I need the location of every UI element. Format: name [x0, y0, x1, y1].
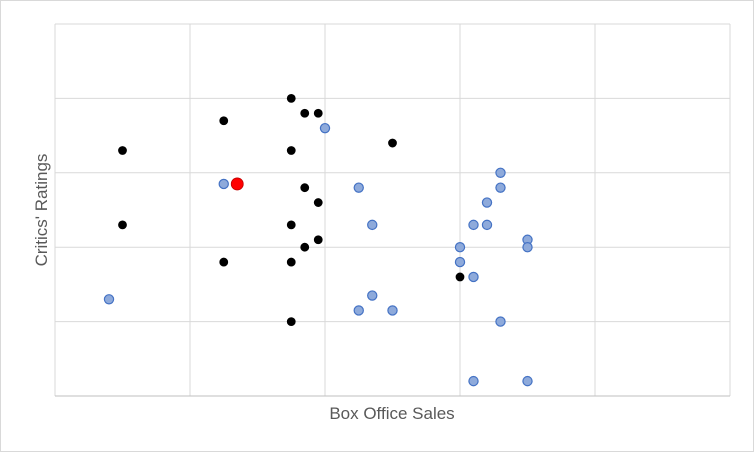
data-point-black: [219, 116, 229, 126]
data-point-blue: [367, 290, 378, 301]
data-points: [103, 94, 533, 387]
data-point-black: [286, 317, 296, 327]
data-point-blue: [481, 197, 493, 208]
data-point-black: [300, 108, 310, 118]
data-point-black: [219, 257, 229, 267]
data-point-blue: [319, 122, 331, 134]
data-point-black: [286, 146, 296, 155]
data-point-blue: [522, 375, 533, 387]
data-point-blue: [468, 219, 479, 231]
data-point-black: [286, 94, 296, 103]
data-point-highlight: [230, 177, 244, 191]
data-point-blue: [495, 182, 506, 193]
y-axis-title: Critics' Ratings: [32, 154, 51, 267]
data-point-blue: [468, 271, 479, 283]
data-point-blue: [468, 375, 479, 387]
data-point-blue: [495, 167, 506, 178]
data-point-black: [286, 220, 296, 230]
data-point-black: [300, 242, 310, 252]
data-point-black: [300, 183, 310, 193]
data-point-blue: [218, 178, 229, 190]
data-point-blue: [481, 219, 493, 231]
data-point-blue: [367, 219, 378, 231]
data-point-blue: [454, 241, 466, 253]
data-point-blue: [495, 316, 506, 327]
data-point-black: [455, 272, 465, 282]
data-point-blue: [353, 182, 364, 193]
data-point-black: [118, 146, 127, 155]
data-point-black: [286, 257, 296, 267]
data-point-black: [118, 220, 127, 230]
data-point-black: [313, 198, 323, 207]
data-point-blue: [103, 294, 115, 305]
gridlines: [54, 23, 731, 396]
data-point-black: [388, 138, 397, 148]
data-point-black: [313, 108, 323, 118]
data-point-black: [313, 235, 323, 245]
data-point-blue: [454, 256, 466, 268]
data-point-blue: [522, 241, 533, 253]
data-point-blue: [387, 305, 398, 316]
data-point-blue: [353, 305, 364, 316]
x-axis-title: Box Office Sales: [329, 404, 454, 423]
